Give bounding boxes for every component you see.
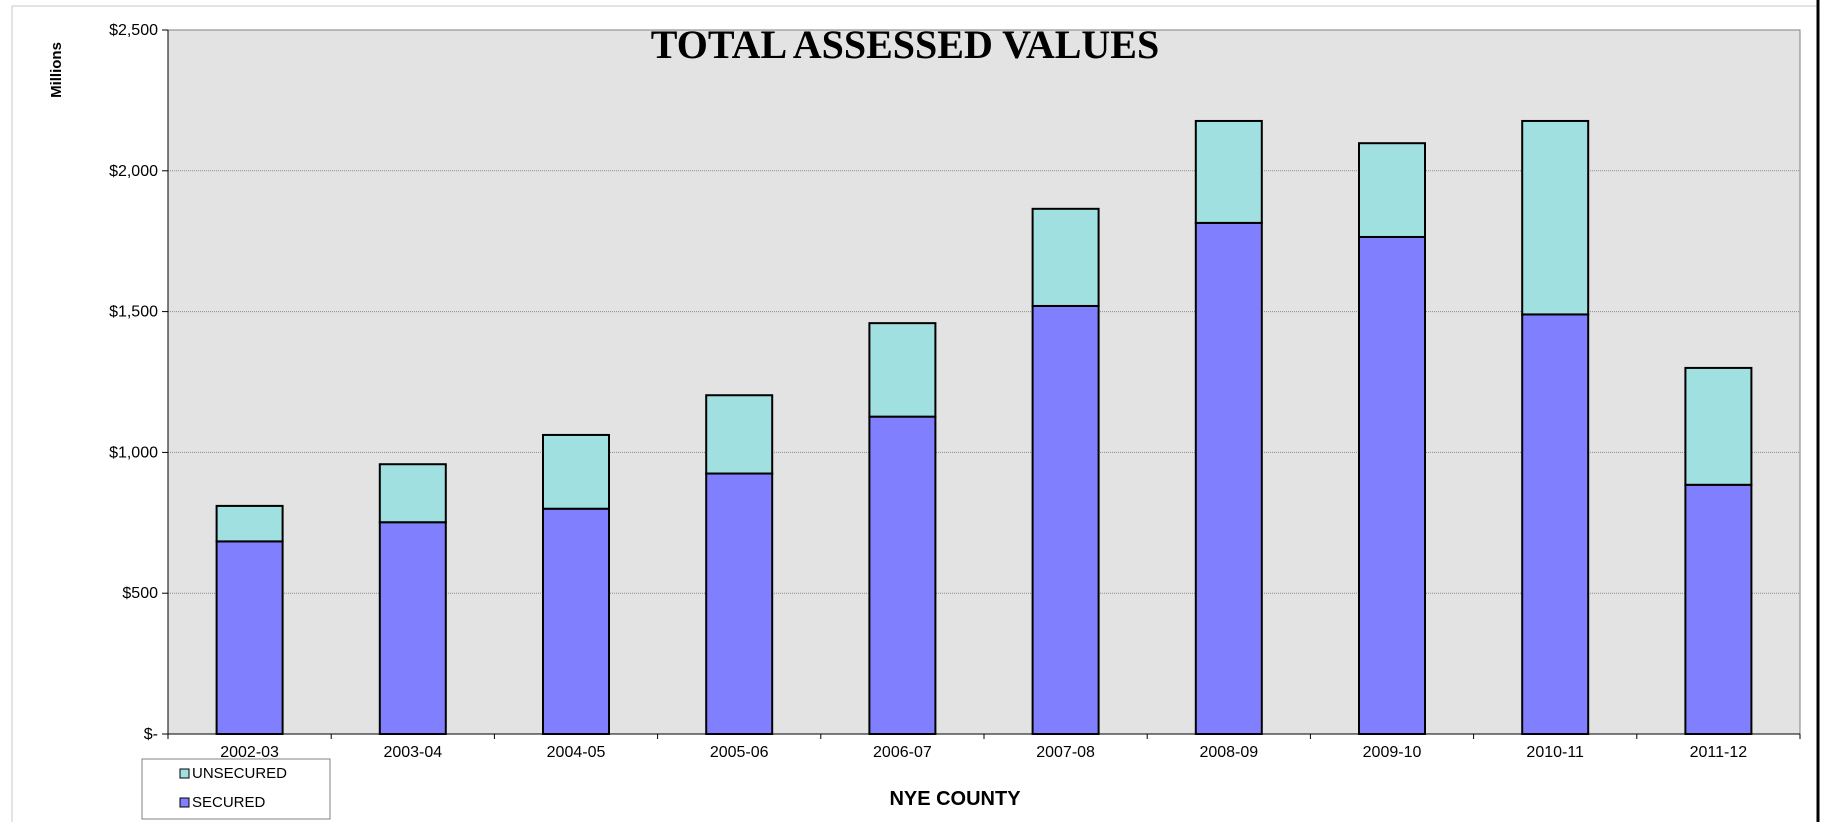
bar-unsecured-2006-07: [868, 322, 937, 418]
x-tick-label: 2007-08: [1036, 744, 1095, 761]
x-axis-label: NYE COUNTY: [889, 788, 1021, 810]
bar-unsecured-2005-06: [705, 394, 774, 475]
x-tick-label: 2010-11: [1526, 744, 1584, 761]
x-axis: 2002-03 2003-04 2004-05 2005-06 2006-07 2007-…: [167, 733, 1801, 761]
legend: UNSECURED SECURED: [141, 758, 331, 820]
bar-secured-2004-05: [542, 507, 610, 735]
bar-secured-2008-09: [1194, 221, 1263, 735]
bar-unsecured-2011-12: [1684, 366, 1753, 486]
legend-label-unsecured: UNSECURED: [192, 765, 287, 782]
legend-box: [141, 758, 331, 820]
chart-title: TOTAL ASSESSED VALUES: [651, 22, 1159, 67]
bar-secured-2007-08: [1031, 304, 1100, 735]
legend-swatch-secured: [179, 797, 190, 808]
y-tick-label: $2,000: [109, 163, 158, 180]
x-tick-label: 2006-07: [873, 744, 932, 761]
y-tick-label: $1,500: [109, 304, 158, 321]
x-tick-label: 2003-04: [383, 744, 442, 761]
bar-secured-2005-06: [705, 472, 774, 735]
bar-secured-2011-12: [1684, 483, 1753, 735]
bar-unsecured-2009-10: [1358, 142, 1426, 238]
y-axis: $- $500 $1,000 $1,500 $2,000 $2,500: [109, 22, 169, 743]
x-tick-label: 2002-03: [220, 744, 279, 761]
y-tick-label: $500: [122, 585, 158, 602]
y-axis-label: Millions: [48, 42, 65, 98]
x-tick-label: 2011-12: [1690, 744, 1748, 761]
bar-secured-2003-04: [378, 521, 447, 736]
y-tick-label: $2,500: [109, 22, 158, 39]
bar-secured-2010-11: [1521, 313, 1590, 735]
bar-unsecured-2002-03: [215, 504, 284, 543]
y-tick-label: $-: [144, 726, 158, 743]
bar-secured-2009-10: [1358, 235, 1426, 735]
x-tick-label: 2005-06: [710, 744, 769, 761]
bar-unsecured-2010-11: [1521, 119, 1590, 316]
y-tick-label: $1,000: [109, 444, 158, 461]
legend-label-secured: SECURED: [192, 794, 266, 811]
bars-group: [215, 119, 1753, 736]
bar-secured-2006-07: [868, 415, 937, 735]
x-tick-label: 2008-09: [1199, 744, 1258, 761]
x-tick-label: 2004-05: [547, 744, 606, 761]
bar-unsecured-2004-05: [542, 433, 610, 510]
bar-unsecured-2008-09: [1194, 119, 1263, 224]
legend-swatch-unsecured: [179, 768, 190, 779]
x-tick-label: 2009-10: [1363, 744, 1422, 761]
bar-unsecured-2003-04: [378, 463, 447, 524]
bar-unsecured-2007-08: [1031, 207, 1100, 307]
bar-secured-2002-03: [215, 540, 284, 736]
